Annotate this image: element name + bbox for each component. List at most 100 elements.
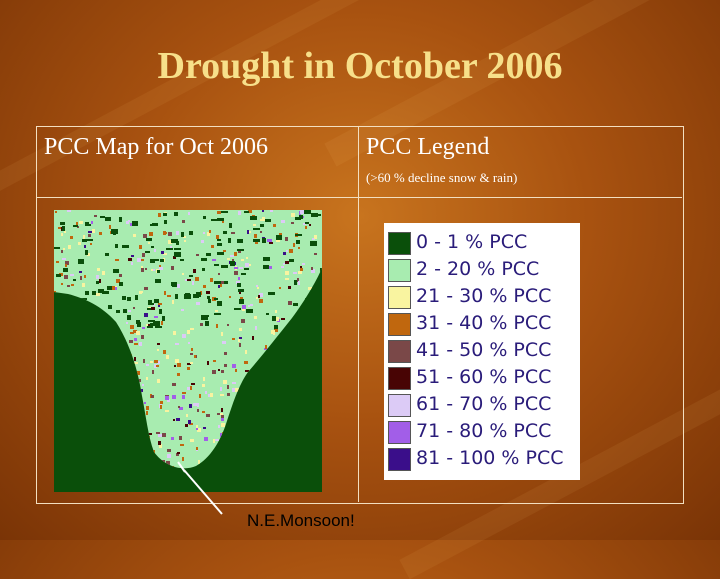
pcc-pixel — [237, 283, 241, 287]
pcc-pixel — [158, 441, 161, 445]
pcc-pixel — [274, 328, 278, 332]
pcc-pixel — [152, 370, 154, 374]
pcc-pixel — [241, 259, 244, 261]
pcc-pixel — [146, 377, 148, 380]
pcc-pixel — [232, 382, 236, 384]
pcc-pixel — [205, 321, 209, 326]
pcc-pixel — [172, 383, 176, 386]
pcc-pixel — [206, 253, 211, 256]
pcc-pixel — [227, 258, 230, 260]
pcc-pixel — [172, 283, 177, 287]
pcc-pixel — [179, 407, 183, 410]
pcc-pixel — [237, 249, 244, 251]
pcc-pixel — [250, 304, 253, 306]
pcc-pixel — [147, 326, 153, 328]
pcc-pixel — [208, 299, 211, 303]
legend-swatch — [388, 340, 411, 363]
pcc-pixel — [215, 439, 219, 441]
pcc-pixel — [238, 339, 240, 342]
pcc-pixel — [311, 267, 313, 270]
pcc-pixel — [148, 300, 152, 305]
pcc-pixel — [96, 275, 99, 279]
pcc-pixel — [154, 316, 158, 318]
pcc-pixel — [156, 432, 160, 434]
pcc-pixel — [234, 271, 238, 275]
pcc-pixel — [54, 247, 60, 249]
pcc-pixel — [137, 371, 140, 375]
pcc-pixel — [97, 268, 100, 271]
pcc-pixel — [187, 367, 190, 370]
pcc-pixel — [157, 361, 160, 364]
pcc-pixel — [293, 243, 295, 247]
pcc-pixel — [304, 210, 311, 214]
pcc-pixel — [91, 221, 93, 224]
pcc-pixel — [137, 258, 141, 262]
pcc-pixel — [158, 213, 161, 217]
pcc-pixel — [185, 279, 187, 281]
pcc-pixel — [279, 233, 282, 236]
pcc-pixel — [217, 301, 222, 306]
pcc-pixel — [247, 230, 249, 234]
pcc-pixel — [156, 365, 159, 367]
pcc-pixel — [146, 324, 148, 326]
pcc-pixel — [152, 223, 158, 226]
pcc-pixel — [203, 232, 205, 234]
pcc-pixel — [201, 240, 204, 243]
pcc-pixel — [151, 303, 154, 305]
map-header: PCC Map for Oct 2006 — [44, 134, 268, 160]
pcc-pixel — [216, 235, 219, 239]
pcc-pixel — [298, 271, 302, 274]
pcc-pixel — [217, 413, 220, 415]
pcc-pixel — [141, 335, 144, 339]
legend-label: 0 - 1 % PCC — [416, 231, 528, 253]
pcc-pixel — [298, 281, 300, 285]
pcc-pixel — [253, 239, 260, 242]
pcc-pixel — [265, 219, 271, 222]
pcc-pixel — [309, 224, 311, 226]
pcc-pixel — [55, 211, 57, 213]
legend-label: 41 - 50 % PCC — [416, 339, 552, 361]
pcc-pixel — [187, 387, 191, 390]
pcc-pixel — [61, 250, 63, 253]
pcc-pixel — [248, 305, 250, 307]
pcc-pixel — [221, 408, 223, 412]
pcc-pixel — [271, 330, 275, 334]
pcc-pixel — [78, 259, 84, 264]
legend-subtitle: (>60 % decline snow & rain) — [366, 170, 518, 185]
legend-label: 61 - 70 % PCC — [416, 393, 552, 415]
pcc-pixel — [142, 327, 145, 329]
pcc-pixel — [244, 361, 248, 364]
pcc-pixel — [82, 239, 87, 242]
pcc-pixel — [305, 226, 307, 229]
pcc-map-india — [54, 210, 322, 492]
pcc-pixel — [154, 299, 159, 303]
pcc-pixel — [119, 282, 123, 286]
pcc-pixel — [220, 433, 222, 437]
pcc-pixel — [223, 231, 227, 234]
pcc-pixel — [155, 326, 162, 328]
pcc-pixel — [190, 353, 193, 355]
pcc-pixel — [269, 242, 273, 244]
pcc-pixel — [177, 373, 180, 376]
pcc-pixel — [144, 313, 148, 317]
pcc-pixel — [177, 284, 180, 288]
pcc-pixel — [184, 294, 191, 299]
pcc-pixel — [201, 315, 208, 320]
pcc-pixel — [276, 240, 280, 242]
pcc-pixel — [206, 291, 210, 294]
pcc-pixel — [71, 284, 74, 286]
pcc-pixel — [257, 287, 259, 289]
pcc-pixel — [152, 259, 159, 261]
legend-swatch — [388, 367, 411, 390]
pcc-pixel — [154, 360, 158, 363]
pcc-pixel — [133, 330, 137, 333]
pcc-pixel — [223, 380, 227, 384]
pcc-pixel — [149, 232, 153, 236]
pcc-pixel — [210, 393, 213, 397]
pcc-pixel — [85, 291, 89, 295]
pcc-pixel — [133, 234, 136, 237]
pcc-pixel — [295, 234, 302, 236]
pcc-pixel — [147, 308, 151, 310]
pcc-pixel — [203, 216, 206, 219]
pcc-pixel — [165, 410, 169, 412]
